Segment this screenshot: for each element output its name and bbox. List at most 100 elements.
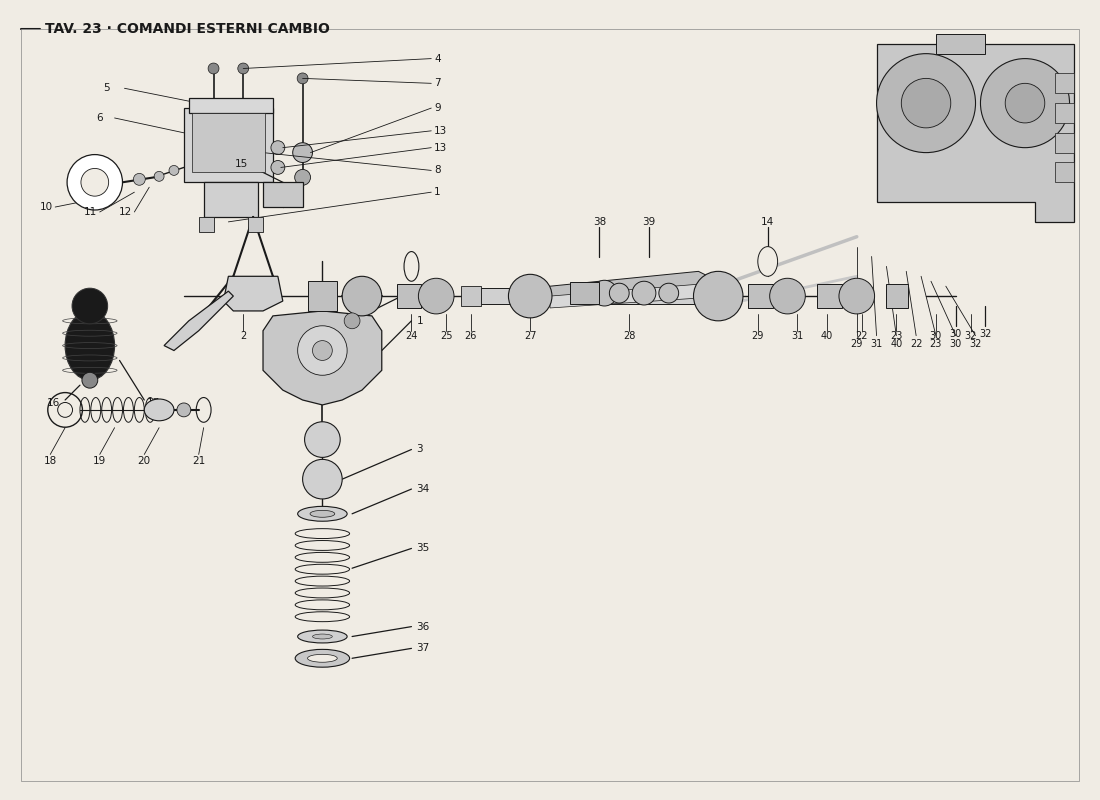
Polygon shape	[223, 276, 283, 311]
Text: 7: 7	[434, 78, 441, 88]
Text: 11: 11	[84, 207, 97, 217]
Circle shape	[508, 274, 552, 318]
Circle shape	[659, 283, 679, 303]
Polygon shape	[164, 291, 233, 350]
Bar	[95, 217, 302, 415]
Text: 1: 1	[417, 316, 424, 326]
Bar	[308, 282, 338, 311]
Circle shape	[980, 58, 1069, 148]
Circle shape	[67, 154, 122, 210]
Ellipse shape	[298, 630, 348, 643]
Circle shape	[194, 118, 204, 128]
Bar	[887, 284, 909, 308]
Bar	[191, 113, 265, 172]
Circle shape	[901, 78, 950, 128]
Bar	[1055, 103, 1075, 123]
Text: 5: 5	[103, 83, 110, 94]
Bar	[199, 217, 213, 232]
Text: 10: 10	[40, 202, 53, 212]
Circle shape	[839, 278, 875, 314]
Circle shape	[1005, 83, 1045, 123]
Text: 30: 30	[949, 338, 961, 349]
Bar	[461, 286, 481, 306]
Circle shape	[271, 141, 285, 154]
Text: 32: 32	[969, 338, 981, 349]
Circle shape	[260, 102, 267, 110]
Circle shape	[295, 170, 310, 186]
Circle shape	[133, 174, 145, 186]
Text: 12: 12	[119, 207, 132, 217]
Text: 24: 24	[405, 330, 418, 341]
Ellipse shape	[308, 654, 338, 662]
Bar	[184, 108, 273, 182]
Polygon shape	[550, 284, 698, 308]
Polygon shape	[530, 271, 718, 301]
Circle shape	[293, 142, 312, 162]
Text: 28: 28	[623, 330, 636, 341]
Text: 17: 17	[147, 398, 161, 408]
Text: 31: 31	[870, 338, 882, 349]
Text: 2: 2	[240, 330, 246, 341]
Text: 8: 8	[434, 166, 441, 175]
Text: 23: 23	[930, 338, 942, 349]
Text: 25: 25	[440, 330, 452, 341]
Circle shape	[298, 326, 348, 375]
Circle shape	[693, 271, 742, 321]
Circle shape	[200, 102, 208, 110]
Bar	[249, 217, 263, 232]
Text: 29: 29	[850, 338, 864, 349]
Circle shape	[418, 278, 454, 314]
Text: 30: 30	[930, 330, 942, 341]
Ellipse shape	[144, 399, 174, 421]
Bar	[263, 182, 302, 207]
Circle shape	[609, 283, 629, 303]
Text: 9: 9	[434, 103, 441, 113]
Circle shape	[208, 63, 219, 74]
Text: 22: 22	[306, 330, 319, 341]
Bar	[204, 182, 258, 217]
Circle shape	[770, 278, 805, 314]
Ellipse shape	[310, 510, 334, 518]
Ellipse shape	[295, 650, 350, 667]
Text: 6: 6	[96, 113, 102, 123]
Text: eurocars: eurocars	[525, 329, 635, 353]
Text: 30: 30	[949, 329, 961, 338]
Text: 13: 13	[434, 142, 448, 153]
Text: 32: 32	[979, 329, 991, 338]
Text: 31: 31	[791, 330, 803, 341]
Circle shape	[305, 422, 340, 458]
Text: 29: 29	[751, 330, 764, 341]
Text: 39: 39	[642, 217, 656, 227]
Circle shape	[344, 313, 360, 329]
Circle shape	[194, 153, 204, 162]
Text: 14: 14	[761, 217, 774, 227]
Circle shape	[81, 372, 98, 388]
Text: 34: 34	[417, 484, 430, 494]
Bar	[1055, 74, 1075, 94]
Text: 1: 1	[434, 187, 441, 197]
Text: 19: 19	[94, 456, 107, 466]
Circle shape	[169, 166, 179, 175]
Text: 27: 27	[524, 330, 537, 341]
Bar	[397, 284, 421, 308]
Circle shape	[220, 102, 228, 110]
Text: 22: 22	[910, 338, 923, 349]
Circle shape	[271, 161, 285, 174]
Ellipse shape	[404, 251, 419, 282]
Text: 40: 40	[821, 330, 833, 341]
Text: 15: 15	[235, 159, 249, 170]
Text: 4: 4	[434, 54, 441, 63]
Bar	[748, 284, 772, 308]
Circle shape	[592, 280, 617, 306]
Text: 36: 36	[417, 622, 430, 632]
Text: 40: 40	[890, 338, 902, 349]
Circle shape	[240, 102, 248, 110]
Text: 22: 22	[856, 330, 868, 341]
Text: 20: 20	[138, 456, 151, 466]
Text: 37: 37	[417, 643, 430, 654]
Text: 16: 16	[47, 398, 60, 408]
Text: 18: 18	[44, 456, 57, 466]
Circle shape	[177, 403, 190, 417]
Text: 13: 13	[434, 126, 448, 136]
Text: 3: 3	[417, 445, 424, 454]
